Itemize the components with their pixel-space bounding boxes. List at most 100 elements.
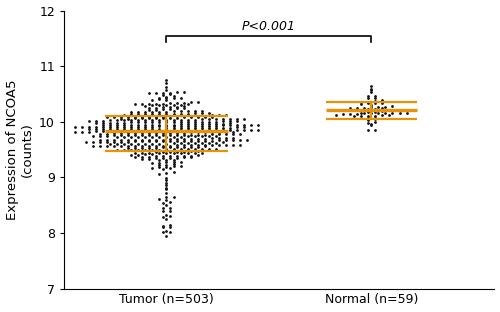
Point xyxy=(190,150,198,155)
Point xyxy=(148,112,156,117)
Point xyxy=(145,108,153,113)
Point xyxy=(176,124,184,129)
Point xyxy=(368,90,376,95)
Point xyxy=(176,159,184,164)
Point xyxy=(229,131,237,136)
Point xyxy=(201,132,209,137)
Point xyxy=(100,127,108,132)
Point xyxy=(156,147,164,152)
Point xyxy=(162,181,170,186)
Point xyxy=(173,143,181,148)
Point xyxy=(170,151,177,156)
Point xyxy=(170,94,177,99)
Point xyxy=(388,110,396,115)
Point xyxy=(357,99,365,104)
Point xyxy=(114,142,122,147)
Point xyxy=(124,116,132,121)
Point xyxy=(152,133,160,138)
Point xyxy=(194,152,202,157)
Point xyxy=(166,105,174,110)
Point xyxy=(148,141,156,146)
Point xyxy=(198,134,205,139)
Point xyxy=(134,129,142,134)
Point xyxy=(138,137,146,142)
Point xyxy=(142,120,150,125)
Point xyxy=(106,127,114,132)
Point xyxy=(170,119,177,124)
Point xyxy=(72,129,80,134)
Point xyxy=(204,140,212,145)
Point xyxy=(173,133,181,138)
Point xyxy=(156,128,164,133)
Point xyxy=(110,114,118,119)
Point xyxy=(222,138,230,143)
Point xyxy=(166,165,174,170)
Point xyxy=(142,110,150,115)
Point xyxy=(364,113,372,118)
Point xyxy=(148,103,156,108)
Point xyxy=(117,114,125,119)
Point xyxy=(382,110,390,115)
Point xyxy=(134,112,142,117)
Point xyxy=(194,137,202,142)
Point xyxy=(222,131,230,136)
Point xyxy=(134,148,142,153)
Point xyxy=(159,92,167,97)
Point xyxy=(159,114,167,119)
Point xyxy=(364,94,372,99)
Point xyxy=(170,95,177,100)
Point xyxy=(159,145,167,150)
Point xyxy=(159,133,167,138)
Point xyxy=(208,143,216,148)
Point xyxy=(364,99,372,104)
Point xyxy=(194,144,202,149)
Point xyxy=(110,131,118,136)
Point xyxy=(138,145,146,150)
Point xyxy=(162,228,170,233)
Point xyxy=(148,165,156,170)
Point xyxy=(187,144,195,149)
Point xyxy=(396,110,404,115)
Point xyxy=(187,130,195,135)
Point xyxy=(170,170,177,175)
Point xyxy=(170,124,177,129)
Point xyxy=(124,133,132,138)
Point xyxy=(229,142,237,147)
Point xyxy=(110,144,118,149)
Point xyxy=(159,209,167,214)
Point xyxy=(176,117,184,122)
Point xyxy=(198,125,205,130)
Point xyxy=(142,103,150,108)
Point xyxy=(162,178,170,183)
Point xyxy=(128,129,136,134)
Point xyxy=(117,131,125,136)
Point xyxy=(166,214,174,219)
Point xyxy=(145,156,153,161)
Point xyxy=(78,125,86,130)
Point xyxy=(100,118,108,123)
Point xyxy=(368,87,376,92)
Point xyxy=(138,139,146,144)
Point xyxy=(170,134,177,139)
Point xyxy=(187,149,195,154)
Point xyxy=(201,143,209,148)
Point xyxy=(194,100,202,105)
Point xyxy=(371,94,379,99)
Point xyxy=(371,106,379,111)
Point xyxy=(138,131,146,136)
Point xyxy=(194,143,202,148)
Point xyxy=(156,124,164,129)
Point xyxy=(92,118,100,123)
Point xyxy=(131,133,139,138)
Point xyxy=(215,142,223,147)
Point xyxy=(166,225,174,230)
Point xyxy=(180,153,188,158)
Point xyxy=(162,159,170,164)
Point xyxy=(240,123,248,128)
Point xyxy=(96,131,104,136)
Point xyxy=(131,150,139,155)
Point xyxy=(134,118,142,123)
Point xyxy=(364,128,372,133)
Point xyxy=(204,117,212,122)
Point xyxy=(162,134,170,139)
